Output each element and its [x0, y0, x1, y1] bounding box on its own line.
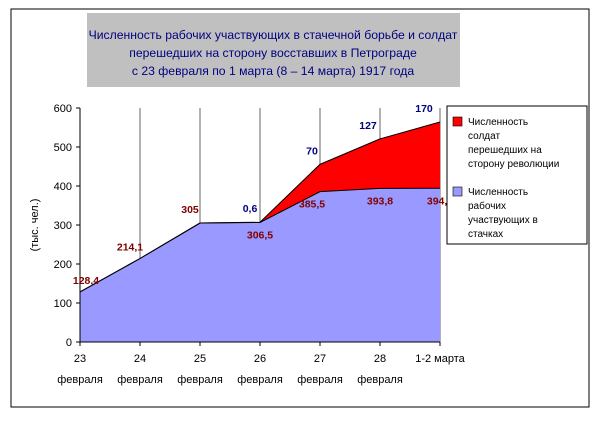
legend-entry-workers-swatch [452, 186, 463, 197]
axes [76, 107, 441, 346]
chart-title-line-2: перешедших на сторону восставших в Петро… [129, 46, 417, 60]
legend-entry-soldiers-label: перешедших на [468, 145, 542, 156]
legend-entry-soldiers-label: Численность [468, 117, 528, 128]
legend-entry-soldiers-swatch [452, 116, 463, 127]
x-tick-label-sub: февраля [237, 374, 283, 386]
x-tick-label-sub: февраля [57, 374, 103, 386]
chart-title-line-1: Численность рабочих участвующих в стачеч… [89, 28, 458, 42]
legend-box [446, 105, 588, 245]
area-series-workers [80, 188, 440, 342]
y-tick-label: 600 [54, 103, 72, 115]
x-tick-label: 26 [254, 353, 266, 365]
x-tick-label: 24 [134, 353, 146, 365]
data-label-workers: 385,5 [299, 199, 325, 211]
legend-entry-workers-label: Численность [468, 187, 528, 198]
x-tick-label: 28 [374, 353, 386, 365]
x-tick-label: 27 [314, 353, 326, 365]
y-tick-label: 100 [54, 298, 72, 310]
data-label-workers: 128,4 [73, 275, 99, 287]
data-label-workers: 393,8 [367, 195, 393, 207]
x-tick-label-sub: февраля [177, 374, 223, 386]
data-label-soldiers: 0,6 [243, 203, 258, 215]
y-tick-label: 300 [54, 220, 72, 232]
title-box [87, 13, 460, 87]
data-label-soldiers: 70 [306, 145, 318, 157]
data-label-workers: 306,5 [247, 229, 273, 241]
x-tick-label-sub: февраля [357, 374, 403, 386]
chart-title-line-3: с 23 февраля по 1 марта (8 – 14 марта) 1… [132, 64, 415, 78]
x-tick-label: 1-2 марта [415, 353, 465, 365]
x-tick-label-sub: февраля [117, 374, 163, 386]
line-series-soldiers-top [79, 121, 441, 293]
area-series-soldiers [80, 122, 440, 292]
y-axis-label: (тыс. чел.) [29, 199, 41, 252]
stacked-areas [79, 121, 441, 342]
y-tick-label: 400 [54, 181, 72, 193]
data-label-workers: 214,1 [117, 242, 143, 254]
y-tick-labels: 0 100 200 300 400 500 600 [54, 103, 72, 349]
data-label-workers: 305 [181, 204, 199, 216]
x-tick-label-sub: февраля [297, 374, 343, 386]
legend-entry-workers-label: участвующих в [468, 215, 538, 226]
x-tick-labels: 23 февраля 24 февраля 25 февраля 26 февраля 27 фе… [57, 353, 465, 386]
legend-entry-soldiers-label: сторону революции [468, 159, 559, 170]
legend-entry-workers-label: стачках [468, 229, 503, 240]
x-tick-label: 23 [74, 353, 86, 365]
x-tick-label: 25 [194, 353, 206, 365]
legend: Численность солдат перешедших на сторону ре… [446, 105, 588, 245]
legend-entry-soldiers-label: солдат [468, 131, 500, 142]
legend-entry-workers-label: рабочих [468, 200, 506, 212]
y-tick-label: 500 [54, 142, 72, 154]
y-tick-label: 0 [66, 337, 72, 349]
y-tick-label: 200 [54, 259, 72, 271]
data-label-soldiers: 127 [359, 120, 377, 132]
data-label-soldiers: 170 [415, 103, 433, 115]
